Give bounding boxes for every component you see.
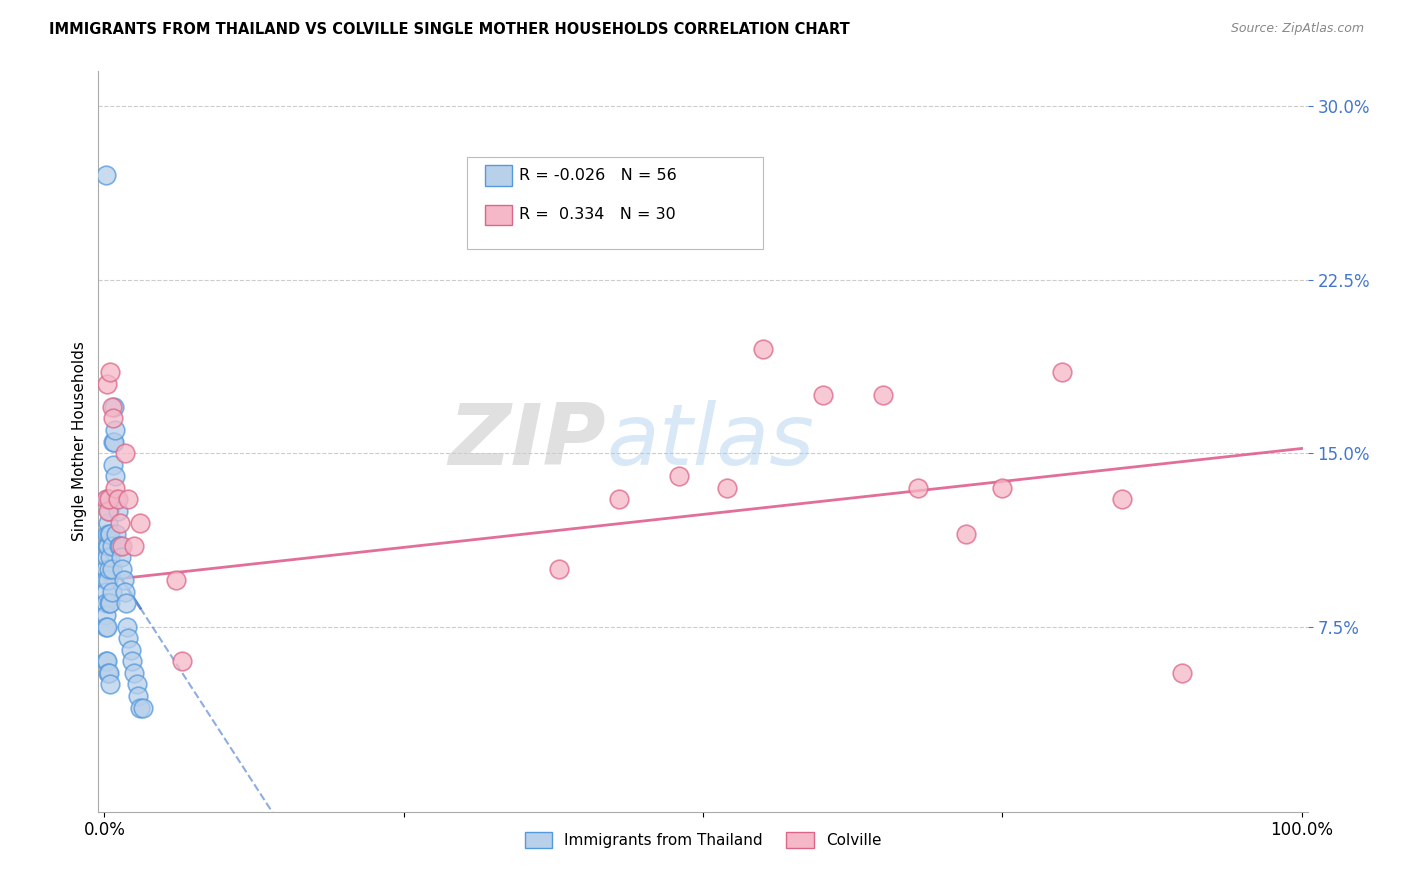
- Point: [115, 597, 138, 611]
- Point: [98, 527, 121, 541]
- Point: [104, 481, 127, 495]
- Text: R =  0.334   N = 30: R = 0.334 N = 30: [519, 207, 676, 222]
- Point: [94, 620, 117, 634]
- Point: [127, 689, 149, 703]
- Point: [124, 539, 146, 553]
- Point: [107, 492, 129, 507]
- Point: [101, 458, 124, 472]
- Point: [97, 574, 120, 588]
- Point: [98, 665, 121, 680]
- Text: Source: ZipAtlas.com: Source: ZipAtlas.com: [1230, 22, 1364, 36]
- Point: [907, 481, 929, 495]
- Point: [96, 620, 118, 634]
- Point: [111, 539, 134, 553]
- Point: [872, 388, 894, 402]
- Point: [811, 388, 834, 402]
- FancyBboxPatch shape: [467, 156, 763, 249]
- Point: [100, 550, 122, 565]
- Point: [125, 677, 148, 691]
- Text: R = -0.026   N = 56: R = -0.026 N = 56: [519, 168, 676, 183]
- Point: [97, 516, 120, 530]
- Bar: [485, 165, 512, 186]
- Point: [100, 539, 122, 553]
- Point: [114, 585, 136, 599]
- Point: [96, 654, 118, 668]
- Point: [96, 550, 118, 565]
- Text: atlas: atlas: [606, 400, 814, 483]
- Y-axis label: Single Mother Households: Single Mother Households: [72, 342, 87, 541]
- Point: [98, 562, 121, 576]
- Point: [110, 550, 132, 565]
- Point: [100, 400, 122, 414]
- Point: [668, 469, 690, 483]
- Point: [97, 504, 120, 518]
- Legend: Immigrants from Thailand, Colville: Immigrants from Thailand, Colville: [517, 824, 889, 856]
- Point: [100, 677, 122, 691]
- Point: [1050, 365, 1073, 379]
- Point: [96, 492, 118, 507]
- Point: [94, 492, 117, 507]
- Point: [955, 527, 977, 541]
- Point: [94, 608, 117, 623]
- Point: [1171, 665, 1194, 680]
- Point: [112, 574, 135, 588]
- Point: [607, 492, 630, 507]
- Point: [100, 527, 122, 541]
- Point: [991, 481, 1014, 495]
- Point: [100, 585, 122, 599]
- Point: [115, 620, 138, 634]
- Point: [105, 492, 128, 507]
- Bar: [485, 204, 512, 226]
- Point: [105, 527, 128, 541]
- Point: [172, 654, 194, 668]
- Point: [96, 527, 118, 541]
- Point: [107, 504, 129, 518]
- Point: [94, 169, 117, 183]
- Point: [111, 562, 134, 576]
- Point: [107, 539, 129, 553]
- Point: [104, 469, 127, 483]
- Point: [94, 585, 117, 599]
- Point: [117, 631, 139, 645]
- Point: [94, 654, 117, 668]
- Point: [121, 654, 143, 668]
- Point: [97, 492, 120, 507]
- Point: [97, 665, 120, 680]
- Point: [103, 400, 125, 414]
- Point: [108, 516, 131, 530]
- Point: [104, 423, 127, 437]
- Point: [548, 562, 571, 576]
- Point: [132, 700, 155, 714]
- Text: IMMIGRANTS FROM THAILAND VS COLVILLE SINGLE MOTHER HOUSEHOLDS CORRELATION CHART: IMMIGRANTS FROM THAILAND VS COLVILLE SIN…: [49, 22, 851, 37]
- Point: [752, 342, 775, 356]
- Point: [100, 562, 122, 576]
- Point: [98, 504, 121, 518]
- Point: [98, 597, 121, 611]
- Point: [101, 411, 124, 425]
- Point: [100, 597, 122, 611]
- Point: [103, 434, 125, 449]
- Point: [120, 642, 142, 657]
- Point: [94, 574, 117, 588]
- Point: [97, 539, 120, 553]
- Point: [94, 562, 117, 576]
- Point: [96, 539, 118, 553]
- Text: ZIP: ZIP: [449, 400, 606, 483]
- Point: [100, 365, 122, 379]
- Point: [114, 446, 136, 460]
- Point: [117, 492, 139, 507]
- Point: [129, 700, 152, 714]
- Point: [165, 574, 187, 588]
- Point: [94, 597, 117, 611]
- Point: [98, 492, 121, 507]
- Point: [129, 516, 152, 530]
- Point: [124, 665, 146, 680]
- Point: [108, 539, 131, 553]
- Point: [1111, 492, 1133, 507]
- Point: [101, 434, 124, 449]
- Point: [716, 481, 738, 495]
- Point: [96, 376, 118, 391]
